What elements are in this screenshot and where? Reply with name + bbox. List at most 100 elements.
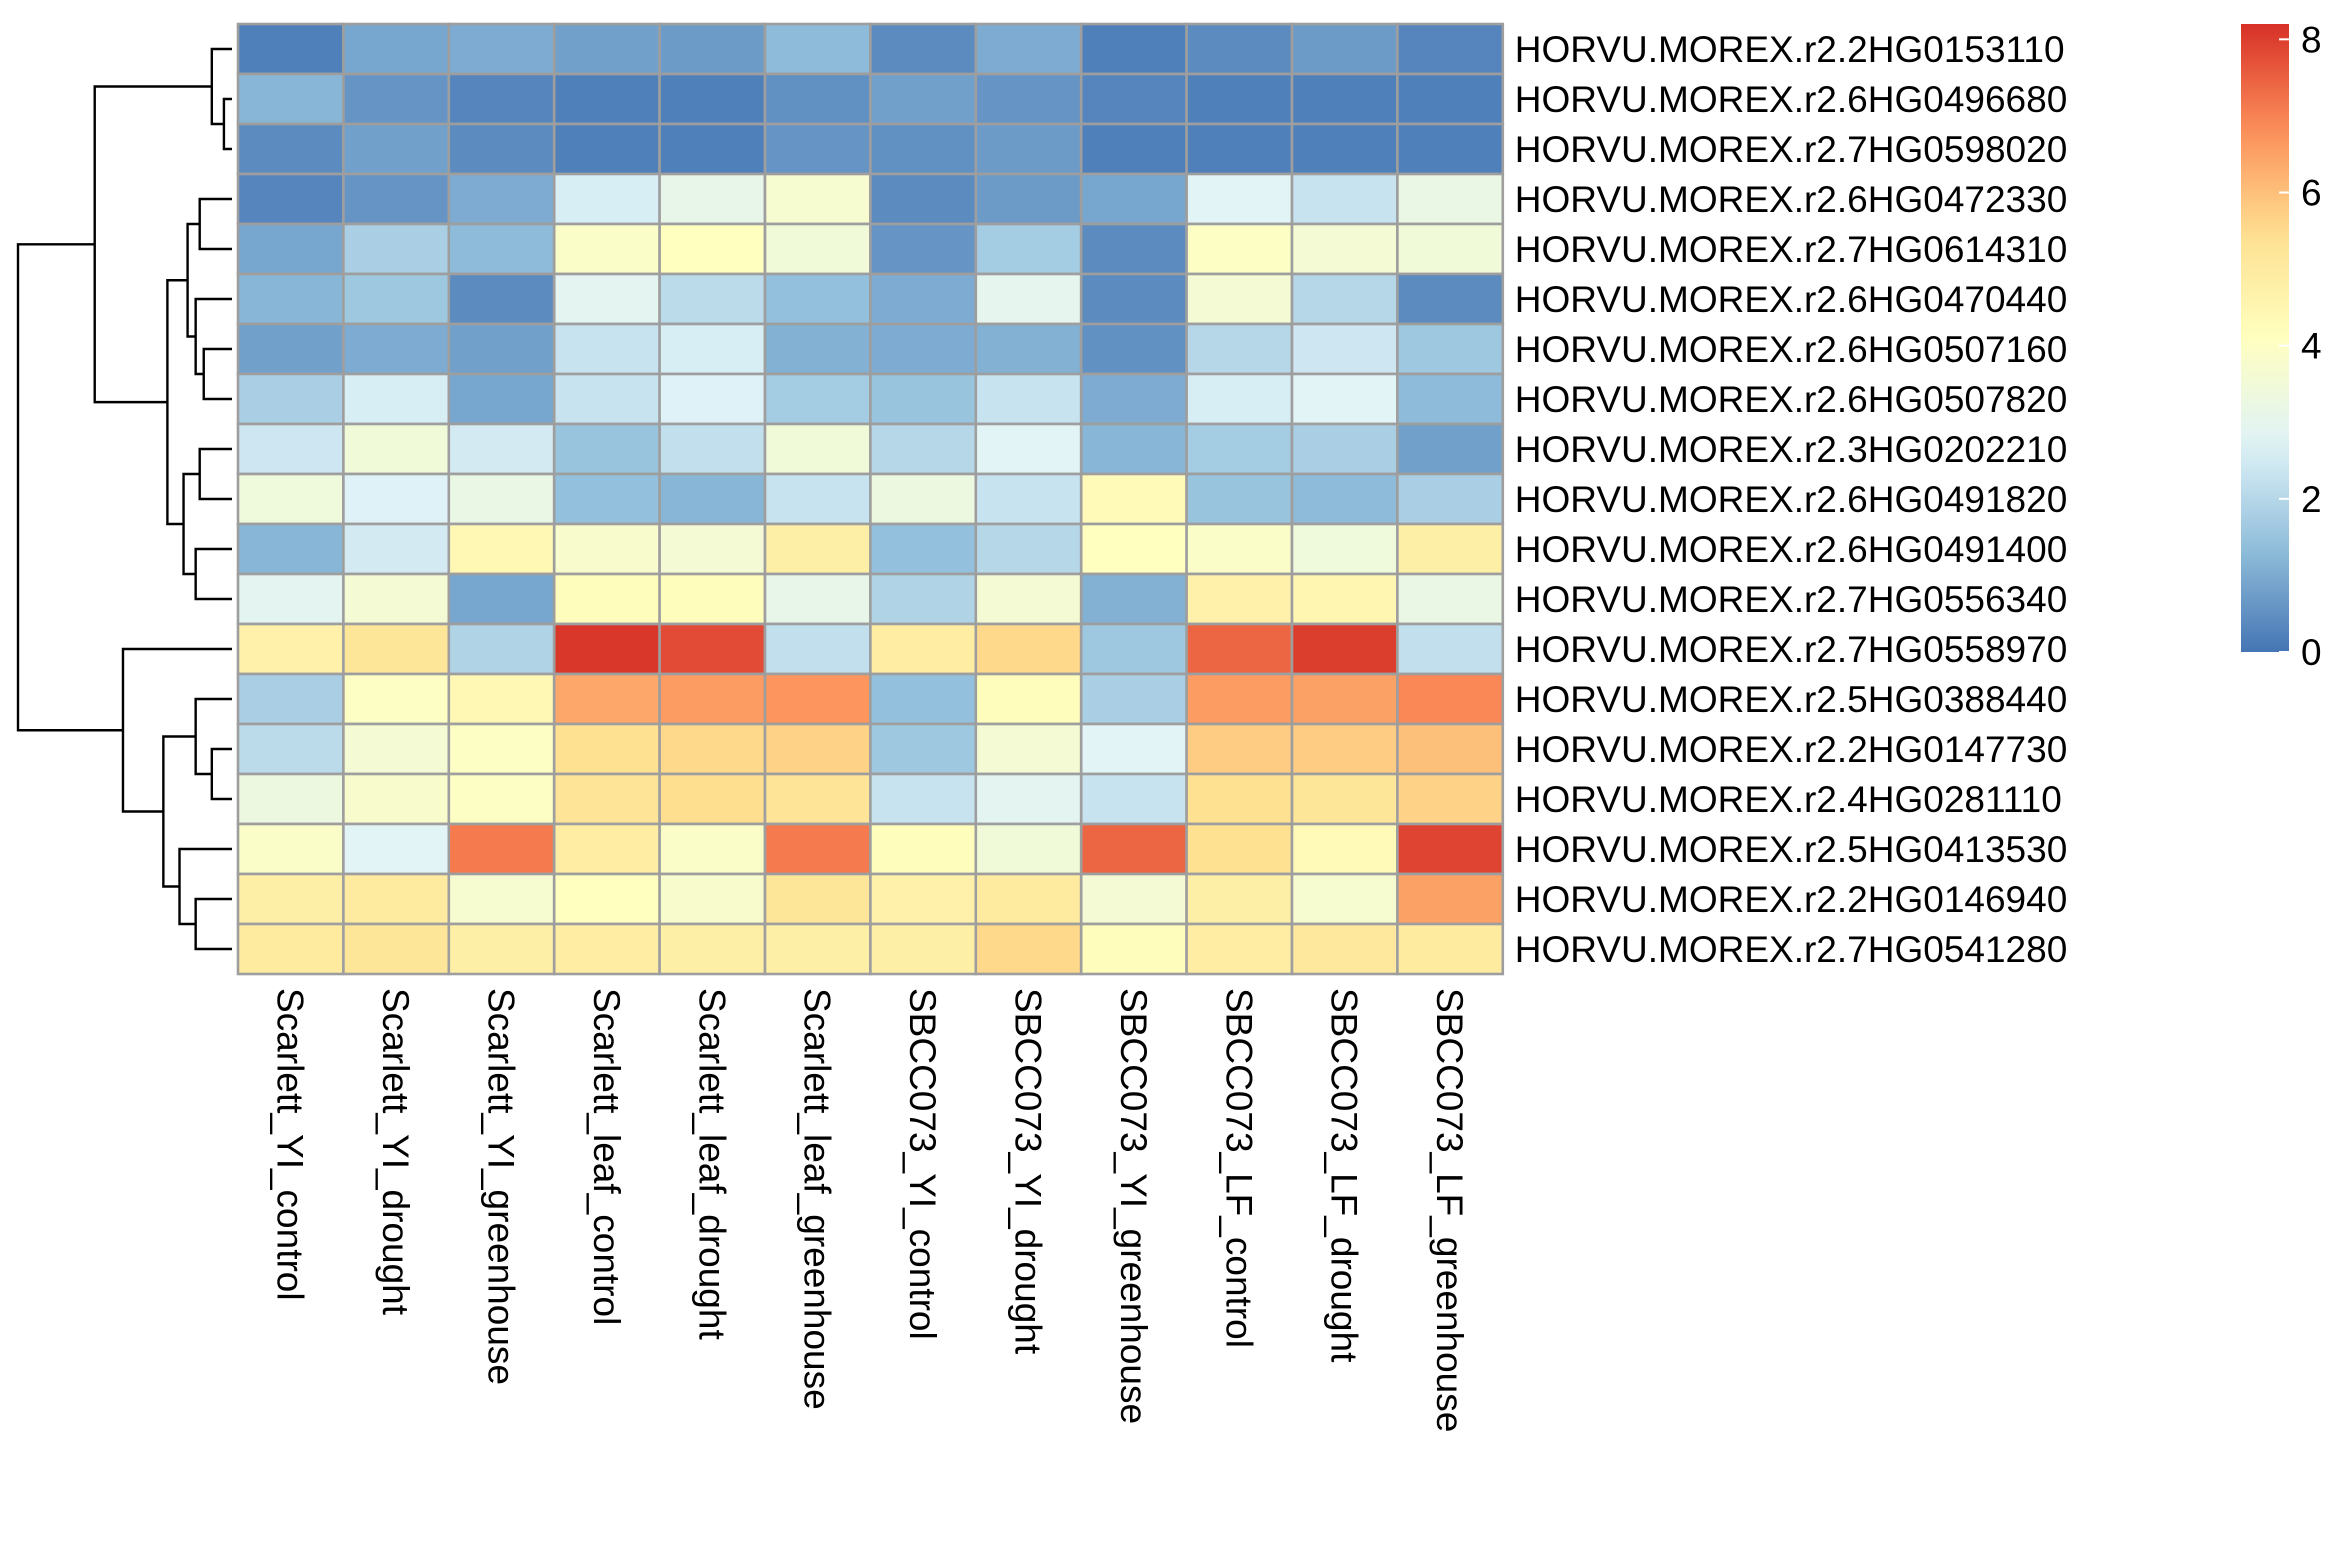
heatmap-cell (552, 622, 661, 676)
row-label: HORVU.MOREX.r2.7HG0558970 (1515, 629, 2068, 670)
heatmap-cell (763, 872, 872, 926)
heatmap-cell (1079, 372, 1188, 426)
dendrogram-branch (202, 347, 232, 401)
heatmap-cell (1396, 22, 1505, 76)
column-label: SBCC073_LF_control (1218, 988, 1259, 1348)
dendrogram-branch (194, 297, 232, 376)
heatmap-cell (447, 372, 556, 426)
heatmap-cell (342, 22, 451, 76)
heatmap-cell (1185, 72, 1294, 126)
heatmap-cell (1185, 422, 1294, 476)
heatmap-cell (658, 472, 767, 526)
heatmap-cell (447, 722, 556, 776)
heatmap-cell (1079, 822, 1188, 876)
heatmap-cell (342, 722, 451, 776)
heatmap-cell (869, 22, 978, 76)
heatmap-cell (1290, 422, 1399, 476)
heatmap-cell (236, 572, 345, 626)
row-label: HORVU.MOREX.r2.5HG0388440 (1515, 679, 2068, 720)
heatmap-cell (447, 22, 556, 76)
heatmap-cell (974, 22, 1083, 76)
heatmap-cell (236, 672, 345, 726)
row-label: HORVU.MOREX.r2.6HG0491400 (1515, 529, 2068, 570)
heatmap-cell (1290, 872, 1399, 926)
heatmap-cell (552, 572, 661, 626)
color-legend-tick-label: 8 (2301, 19, 2322, 60)
heatmap-cell (552, 372, 661, 426)
heatmap-cell (974, 722, 1083, 776)
heatmap-cell (869, 922, 978, 976)
heatmap-cell (763, 622, 872, 676)
heatmap-cell (1396, 222, 1505, 276)
dendrogram-branch (186, 222, 200, 338)
heatmap-cell (869, 672, 978, 726)
dendrogram-branch (198, 447, 232, 501)
heatmap-cell (1396, 472, 1505, 526)
heatmap-cell (552, 122, 661, 176)
heatmap-cell (1290, 72, 1399, 126)
heatmap-cell (342, 672, 451, 726)
heatmap-cell (236, 822, 345, 876)
color-legend-tick-label: 0 (2301, 632, 2322, 673)
heatmap-cell (763, 772, 872, 826)
heatmap-cell (869, 222, 978, 276)
heatmap-cell (974, 172, 1083, 226)
row-label: HORVU.MOREX.r2.7HG0556340 (1515, 579, 2068, 620)
heatmap-cell (342, 422, 451, 476)
heatmap-cell (974, 922, 1083, 976)
heatmap-cell (1079, 172, 1188, 226)
heatmap-cell (869, 422, 978, 476)
heatmap-cell (763, 372, 872, 426)
heatmap-cell (342, 172, 451, 226)
column-label: SBCC073_LF_greenhouse (1429, 988, 1470, 1432)
dendrogram-branch (93, 85, 212, 404)
heatmap-cell (342, 622, 451, 676)
heatmap-cell (763, 172, 872, 226)
heatmap-cell (974, 422, 1083, 476)
heatmap-cell (236, 622, 345, 676)
heatmap-cell (1396, 772, 1505, 826)
heatmap-cell (1079, 572, 1188, 626)
row-labels: HORVU.MOREX.r2.2HG0153110 HORVU.MOREX.r2.… (1515, 29, 2068, 970)
heatmap-cell (342, 472, 451, 526)
color-legend-bar (2241, 24, 2289, 652)
heatmap-cell (763, 722, 872, 776)
heatmap-cell (1396, 422, 1505, 476)
heatmap-cell (552, 72, 661, 126)
dendrogram-branch (210, 47, 232, 126)
heatmap-cell (1185, 872, 1294, 926)
heatmap-cell (342, 572, 451, 626)
heatmap-cell (342, 772, 451, 826)
heatmap-cell (763, 672, 872, 726)
heatmap-cell (1396, 572, 1505, 626)
heatmap-cell (1079, 322, 1188, 376)
heatmap-cell (1079, 72, 1188, 126)
heatmap-cell (1079, 522, 1188, 576)
heatmap-cell (869, 622, 978, 676)
heatmap-cell (1079, 22, 1188, 76)
heatmap-cell (1185, 522, 1294, 576)
heatmap-cell (974, 372, 1083, 426)
heatmap-cell (447, 822, 556, 876)
heatmap-cell (236, 172, 345, 226)
heatmap-cell (1185, 172, 1294, 226)
heatmap-cell (658, 772, 767, 826)
heatmap-cell (447, 122, 556, 176)
column-label: Scarlett_leaf_control (586, 988, 627, 1325)
heatmap-cell (552, 472, 661, 526)
heatmap-cell (236, 22, 345, 76)
heatmap-cell (552, 772, 661, 826)
column-label: SBCC073_YI_drought (1008, 988, 1049, 1355)
heatmap-cell (1396, 372, 1505, 426)
dendrogram-branch (194, 547, 232, 601)
heatmap-cell (1290, 222, 1399, 276)
heatmap-cell (1185, 272, 1294, 326)
heatmap-cell (447, 922, 556, 976)
heatmap-cell (447, 672, 556, 726)
column-label: SBCC073_YI_control (902, 988, 943, 1340)
heatmap-cell (1290, 322, 1399, 376)
heatmap-cell (658, 272, 767, 326)
heatmap-cell (1290, 672, 1399, 726)
heatmap-cell (658, 372, 767, 426)
row-label: HORVU.MOREX.r2.5HG0413530 (1515, 829, 2068, 870)
